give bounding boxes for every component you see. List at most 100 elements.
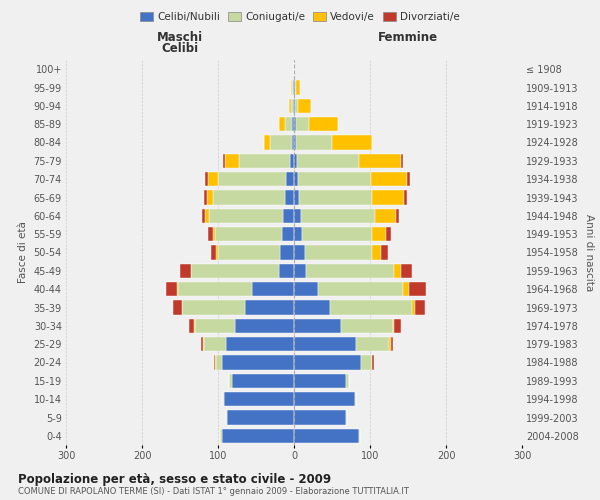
Bar	[224, 392, 294, 406]
Bar	[294, 117, 296, 132]
Bar	[279, 117, 285, 132]
Bar	[299, 190, 372, 204]
Bar	[222, 428, 294, 443]
Bar	[306, 264, 394, 278]
Bar	[286, 172, 294, 186]
Bar	[371, 356, 372, 370]
Bar	[294, 154, 297, 168]
Bar	[371, 246, 382, 260]
Bar	[283, 208, 294, 223]
Bar	[294, 208, 301, 223]
Bar	[265, 136, 271, 149]
Bar	[226, 410, 227, 424]
Bar	[285, 117, 292, 132]
Bar	[290, 154, 294, 168]
Bar	[298, 98, 311, 113]
Bar	[226, 337, 294, 351]
Bar	[404, 190, 407, 204]
Bar	[355, 392, 356, 406]
Bar	[220, 428, 222, 443]
Bar	[291, 80, 292, 94]
Bar	[371, 172, 407, 186]
Bar	[294, 282, 319, 296]
Bar	[205, 172, 208, 186]
Bar	[389, 337, 391, 351]
Bar	[371, 136, 372, 149]
Bar	[394, 318, 401, 333]
Bar	[294, 136, 296, 149]
Bar	[412, 300, 415, 314]
Bar	[295, 80, 296, 94]
Bar	[215, 227, 282, 242]
Y-axis label: Anni di nascita: Anni di nascita	[584, 214, 595, 291]
Bar	[295, 98, 298, 113]
Bar	[263, 136, 265, 149]
Bar	[401, 264, 412, 278]
Bar	[294, 80, 295, 94]
Bar	[386, 227, 391, 242]
Bar	[394, 264, 401, 278]
Bar	[208, 172, 218, 186]
Bar	[372, 227, 386, 242]
Bar	[279, 264, 294, 278]
Bar	[346, 374, 349, 388]
Bar	[415, 300, 425, 314]
Bar	[356, 337, 389, 351]
Bar	[203, 337, 205, 351]
Bar	[382, 246, 388, 260]
Bar	[372, 356, 374, 370]
Bar	[359, 154, 401, 168]
Bar	[294, 246, 305, 260]
Bar	[223, 154, 225, 168]
Bar	[292, 80, 293, 94]
Text: Femmine: Femmine	[378, 30, 438, 44]
Bar	[217, 246, 218, 260]
Legend: Celibi/Nubili, Coniugati/e, Vedovi/e, Divorziati/e: Celibi/Nubili, Coniugati/e, Vedovi/e, Di…	[136, 8, 464, 26]
Bar	[331, 300, 412, 314]
Bar	[296, 136, 332, 149]
Bar	[211, 246, 217, 260]
Bar	[189, 318, 194, 333]
Bar	[223, 392, 224, 406]
Bar	[294, 172, 298, 186]
Bar	[280, 246, 294, 260]
Bar	[332, 136, 371, 149]
Bar	[294, 410, 346, 424]
Bar	[285, 190, 294, 204]
Bar	[178, 282, 252, 296]
Text: Celibi: Celibi	[161, 42, 199, 54]
Bar	[182, 300, 245, 314]
Bar	[294, 98, 295, 113]
Bar	[216, 356, 222, 370]
Bar	[215, 356, 216, 370]
Bar	[212, 190, 285, 204]
Bar	[372, 190, 404, 204]
Bar	[346, 410, 347, 424]
Bar	[302, 227, 372, 242]
Bar	[374, 208, 396, 223]
Bar	[403, 282, 409, 296]
Bar	[293, 80, 294, 94]
Bar	[194, 318, 195, 333]
Bar	[294, 337, 356, 351]
Bar	[296, 80, 300, 94]
Bar	[225, 154, 239, 168]
Bar	[359, 428, 360, 443]
Bar	[252, 282, 294, 296]
Bar	[173, 300, 182, 314]
Bar	[309, 117, 338, 132]
Bar	[361, 356, 371, 370]
Bar	[239, 154, 290, 168]
Bar	[222, 356, 294, 370]
Bar	[294, 318, 341, 333]
Bar	[218, 246, 280, 260]
Bar	[294, 356, 361, 370]
Bar	[209, 208, 283, 223]
Text: COMUNE DI RAPOLANO TERME (SI) - Dati ISTAT 1° gennaio 2009 - Elaborazione TUTTIT: COMUNE DI RAPOLANO TERME (SI) - Dati IST…	[18, 487, 409, 496]
Bar	[319, 282, 403, 296]
Bar	[205, 208, 209, 223]
Bar	[293, 98, 294, 113]
Text: Maschi: Maschi	[157, 30, 203, 44]
Bar	[294, 227, 302, 242]
Y-axis label: Fasce di età: Fasce di età	[18, 222, 28, 284]
